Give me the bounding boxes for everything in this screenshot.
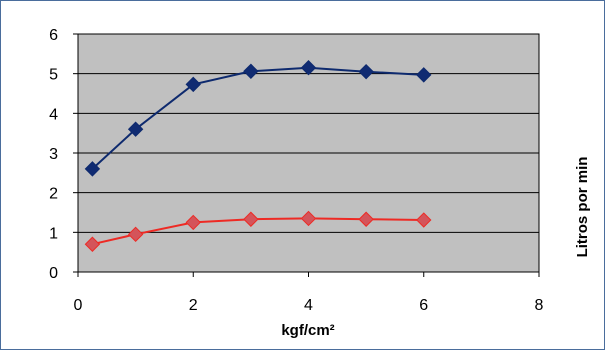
y-axis-label: Litros por min (574, 157, 591, 258)
x-tick-label: 6 (419, 297, 428, 314)
y-tick-label: 1 (49, 225, 58, 242)
y-tick-label: 0 (49, 265, 58, 282)
data-point-marker (300, 210, 317, 227)
x-tick-label: 0 (74, 297, 83, 314)
data-point-marker (300, 60, 317, 76)
tick-labels: 0 1 2 3 4 5 6 0 2 4 6 8 (49, 27, 543, 314)
data-point-marker (416, 212, 432, 228)
data-point-marker (185, 76, 201, 93)
y-tick-label: 2 (49, 186, 58, 203)
x-tick-label: 4 (304, 297, 313, 314)
x-tick-label: 2 (189, 297, 198, 314)
y-tick-label: 3 (49, 146, 58, 163)
data-point-marker (84, 236, 101, 252)
data-point-marker (84, 161, 101, 177)
y-tick-label: 5 (49, 67, 58, 84)
x-tick-label: 8 (535, 297, 544, 314)
x-axis-label: kgf/cm² (281, 322, 334, 339)
series-1 (84, 60, 432, 177)
chart-svg: 0 1 2 3 4 5 6 0 2 4 6 8 kgf/cm² Litros por min (49, 27, 591, 339)
data-point-marker (358, 63, 374, 80)
series-2 (84, 210, 432, 252)
data-point-marker (416, 67, 432, 83)
data-point-marker (358, 211, 374, 227)
y-tick-label: 6 (49, 27, 58, 44)
data-point-marker (127, 226, 144, 243)
data-point-marker (243, 211, 259, 227)
data-point-marker (243, 63, 259, 79)
y-tick-label: 4 (49, 106, 58, 123)
data-point-marker (127, 121, 144, 137)
data-point-marker (185, 214, 201, 231)
series-layer (84, 60, 432, 252)
